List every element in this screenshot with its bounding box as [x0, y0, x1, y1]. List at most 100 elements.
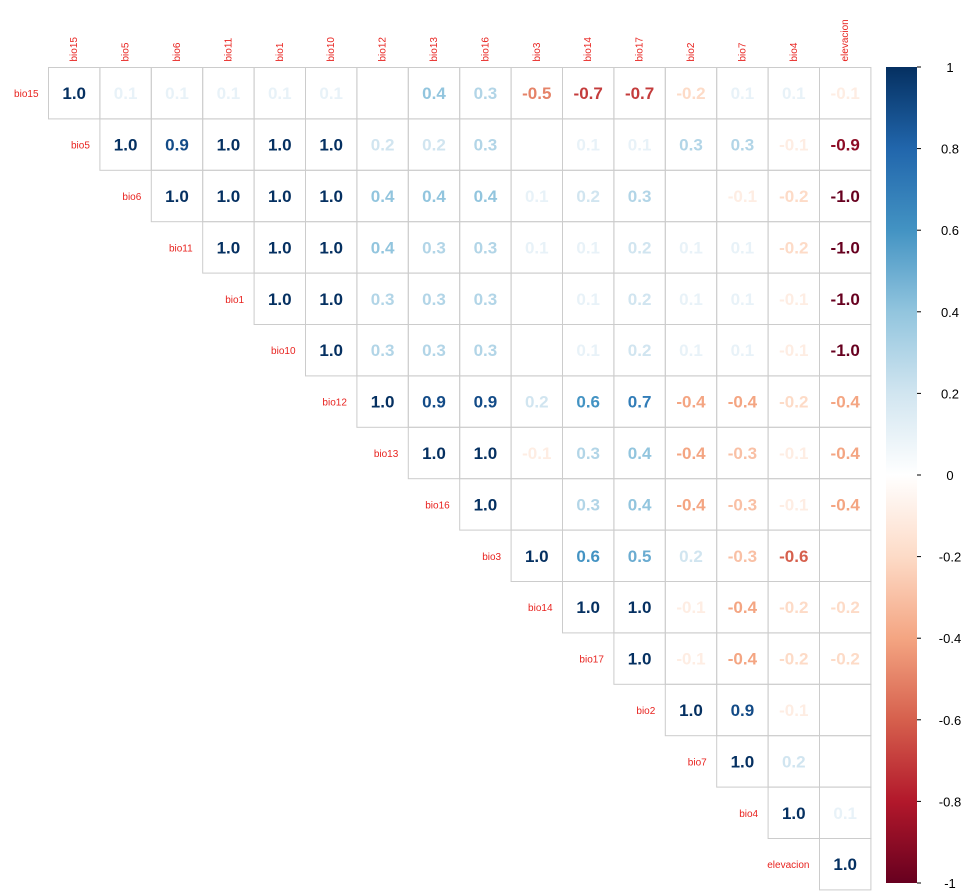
- coefficient-bio6-bio13: 0.4: [422, 187, 446, 206]
- coefficient-bio16-bio3: 0.0: [525, 495, 549, 514]
- coefficient-bio15-elevacion: -0.1: [831, 84, 860, 103]
- column-label-bio11: bio11: [223, 37, 234, 61]
- coefficient-bio15-bio1: 0.1: [268, 84, 292, 103]
- coefficient-bio1-bio16: 0.3: [474, 290, 498, 309]
- coefficient-bio12-bio14: 0.6: [576, 393, 600, 412]
- matrix-cell-bio5-bio3: [510, 118, 564, 171]
- column-label-bio16: bio16: [480, 37, 491, 62]
- coefficient-bio12-bio12: 1.0: [371, 393, 395, 412]
- color-legend-tick-label: 0.4: [941, 305, 959, 320]
- coefficient-bio5-bio5: 1.0: [114, 136, 138, 155]
- coefficient-bio17-bio4: -0.2: [779, 650, 808, 669]
- coefficient-bio15-bio3: -0.5: [522, 84, 551, 103]
- coefficient-bio11-bio14: 0.1: [576, 238, 600, 257]
- row-label-bio7: bio7: [688, 757, 707, 768]
- coefficient-bio1-bio12: 0.3: [371, 290, 395, 309]
- coefficient-bio10-bio4: -0.1: [779, 341, 808, 360]
- column-label-bio14: bio14: [583, 37, 594, 62]
- coefficient-bio11-bio2: 0.1: [679, 238, 703, 257]
- coefficient-bio13-bio16: 1.0: [474, 444, 498, 463]
- coefficient-bio16-bio16: 1.0: [474, 495, 498, 514]
- coefficient-bio1-bio2: 0.1: [679, 290, 703, 309]
- color-legend-tick-label: 0: [946, 468, 953, 483]
- coefficient-bio14-elevacion: -0.2: [831, 598, 860, 617]
- row-label-bio13: bio13: [374, 449, 399, 460]
- coefficient-bio5-bio6: 0.9: [165, 136, 189, 155]
- coefficient-bio6-elevacion: -1.0: [831, 187, 860, 206]
- coefficient-bio10-bio14: 0.1: [576, 341, 600, 360]
- coefficient-bio14-bio14: 1.0: [576, 598, 600, 617]
- column-label-bio12: bio12: [378, 37, 389, 62]
- row-label-bio5: bio5: [71, 141, 90, 152]
- coefficient-bio16-bio4: -0.1: [779, 495, 808, 514]
- coefficient-bio15-bio2: -0.2: [676, 84, 705, 103]
- coefficient-bio1-bio13: 0.3: [422, 290, 446, 309]
- row-label-bio15: bio15: [14, 89, 39, 100]
- coefficient-bio1-bio10: 1.0: [319, 290, 343, 309]
- column-label-elevacion: elevacion: [840, 19, 851, 61]
- color-legend-tick-label: -0.2: [939, 550, 961, 565]
- coefficient-bio3-elevacion: 0.0: [833, 547, 857, 566]
- coefficient-bio14-bio17: 1.0: [628, 598, 652, 617]
- coefficient-bio6-bio14: 0.2: [576, 187, 600, 206]
- coefficient-bio1-bio7: 0.1: [731, 290, 755, 309]
- coefficient-bio3-bio17: 0.5: [628, 547, 652, 566]
- coefficient-bio11-bio1: 1.0: [268, 238, 292, 257]
- coefficient-bio3-bio2: 0.2: [679, 547, 703, 566]
- row-label-bio11: bio11: [169, 243, 193, 254]
- coefficient-bio10-bio7: 0.1: [731, 341, 755, 360]
- column-label-bio3: bio3: [532, 42, 543, 61]
- column-label-bio10: bio10: [326, 37, 337, 62]
- color-legend-bar: [886, 67, 917, 883]
- column-label-bio17: bio17: [635, 37, 646, 62]
- column-label-bio7: bio7: [737, 42, 748, 61]
- coefficient-bio4-elevacion: 0.1: [833, 804, 857, 823]
- row-label-bio2: bio2: [636, 706, 655, 717]
- coefficient-bio17-bio7: -0.4: [728, 650, 758, 669]
- coefficient-bio5-bio7: 0.3: [731, 136, 755, 155]
- matrix-cell-elevacion-elevacion: [819, 838, 872, 891]
- coefficient-bio11-bio12: 0.4: [371, 238, 395, 257]
- coefficient-bio10-bio3: 0.0: [525, 341, 549, 360]
- coefficient-bio15-bio17: -0.7: [625, 84, 654, 103]
- coefficient-bio5-bio4: -0.1: [779, 136, 808, 155]
- coefficient-bio10-bio16: 0.3: [474, 341, 498, 360]
- color-legend-tick-label: -0.4: [939, 631, 961, 646]
- row-label-bio4: bio4: [739, 809, 758, 820]
- coefficient-bio5-bio10: 1.0: [319, 136, 343, 155]
- matrix-grid: [48, 67, 872, 891]
- coefficient-bio11-bio17: 0.2: [628, 238, 652, 257]
- coefficient-bio5-bio16: 0.3: [474, 136, 498, 155]
- coefficient-bio16-bio14: 0.3: [576, 495, 600, 514]
- coefficient-bio12-bio13: 0.9: [422, 393, 446, 412]
- coefficient-bio6-bio2: 0.0: [679, 187, 703, 206]
- coefficient-bio2-elevacion: 0.0: [833, 701, 857, 720]
- color-legend-tick-label: 0.6: [941, 223, 959, 238]
- coefficient-bio13-bio4: -0.1: [779, 444, 808, 463]
- coefficient-bio6-bio12: 0.4: [371, 187, 395, 206]
- column-label-bio1: bio1: [275, 42, 286, 61]
- coefficient-bio15-bio6: 0.1: [165, 84, 189, 103]
- coefficient-bio15-bio14: -0.7: [574, 84, 603, 103]
- row-label-bio12: bio12: [322, 398, 347, 409]
- coefficient-bio17-bio2: -0.1: [676, 650, 705, 669]
- coefficient-bio15-bio4: 0.1: [782, 84, 806, 103]
- color-legend-tick-label: 0.8: [941, 142, 959, 157]
- coefficient-bio2-bio7: 0.9: [731, 701, 755, 720]
- coefficient-bio1-bio4: -0.1: [779, 290, 808, 309]
- coefficient-bio15-bio5: 0.1: [114, 84, 138, 103]
- row-label-bio6: bio6: [122, 192, 141, 203]
- coefficient-bio5-bio17: 0.1: [628, 136, 652, 155]
- coefficient-bio17-elevacion: -0.2: [831, 650, 860, 669]
- coefficient-bio4-bio4: 1.0: [782, 804, 806, 823]
- coefficient-bio10-bio17: 0.2: [628, 341, 652, 360]
- coefficient-bio13-elevacion: -0.4: [831, 444, 861, 463]
- coefficient-bio3-bio3: 1.0: [525, 547, 549, 566]
- column-label-bio5: bio5: [121, 42, 132, 61]
- coefficient-bio11-bio16: 0.3: [474, 238, 498, 257]
- coefficient-bio10-bio13: 0.3: [422, 341, 446, 360]
- coefficient-bio10-bio10: 1.0: [319, 341, 343, 360]
- coefficient-bio15-bio7: 0.1: [731, 84, 755, 103]
- coefficient-bio7-bio7: 1.0: [731, 752, 755, 771]
- coefficient-bio12-bio3: 0.2: [525, 393, 549, 412]
